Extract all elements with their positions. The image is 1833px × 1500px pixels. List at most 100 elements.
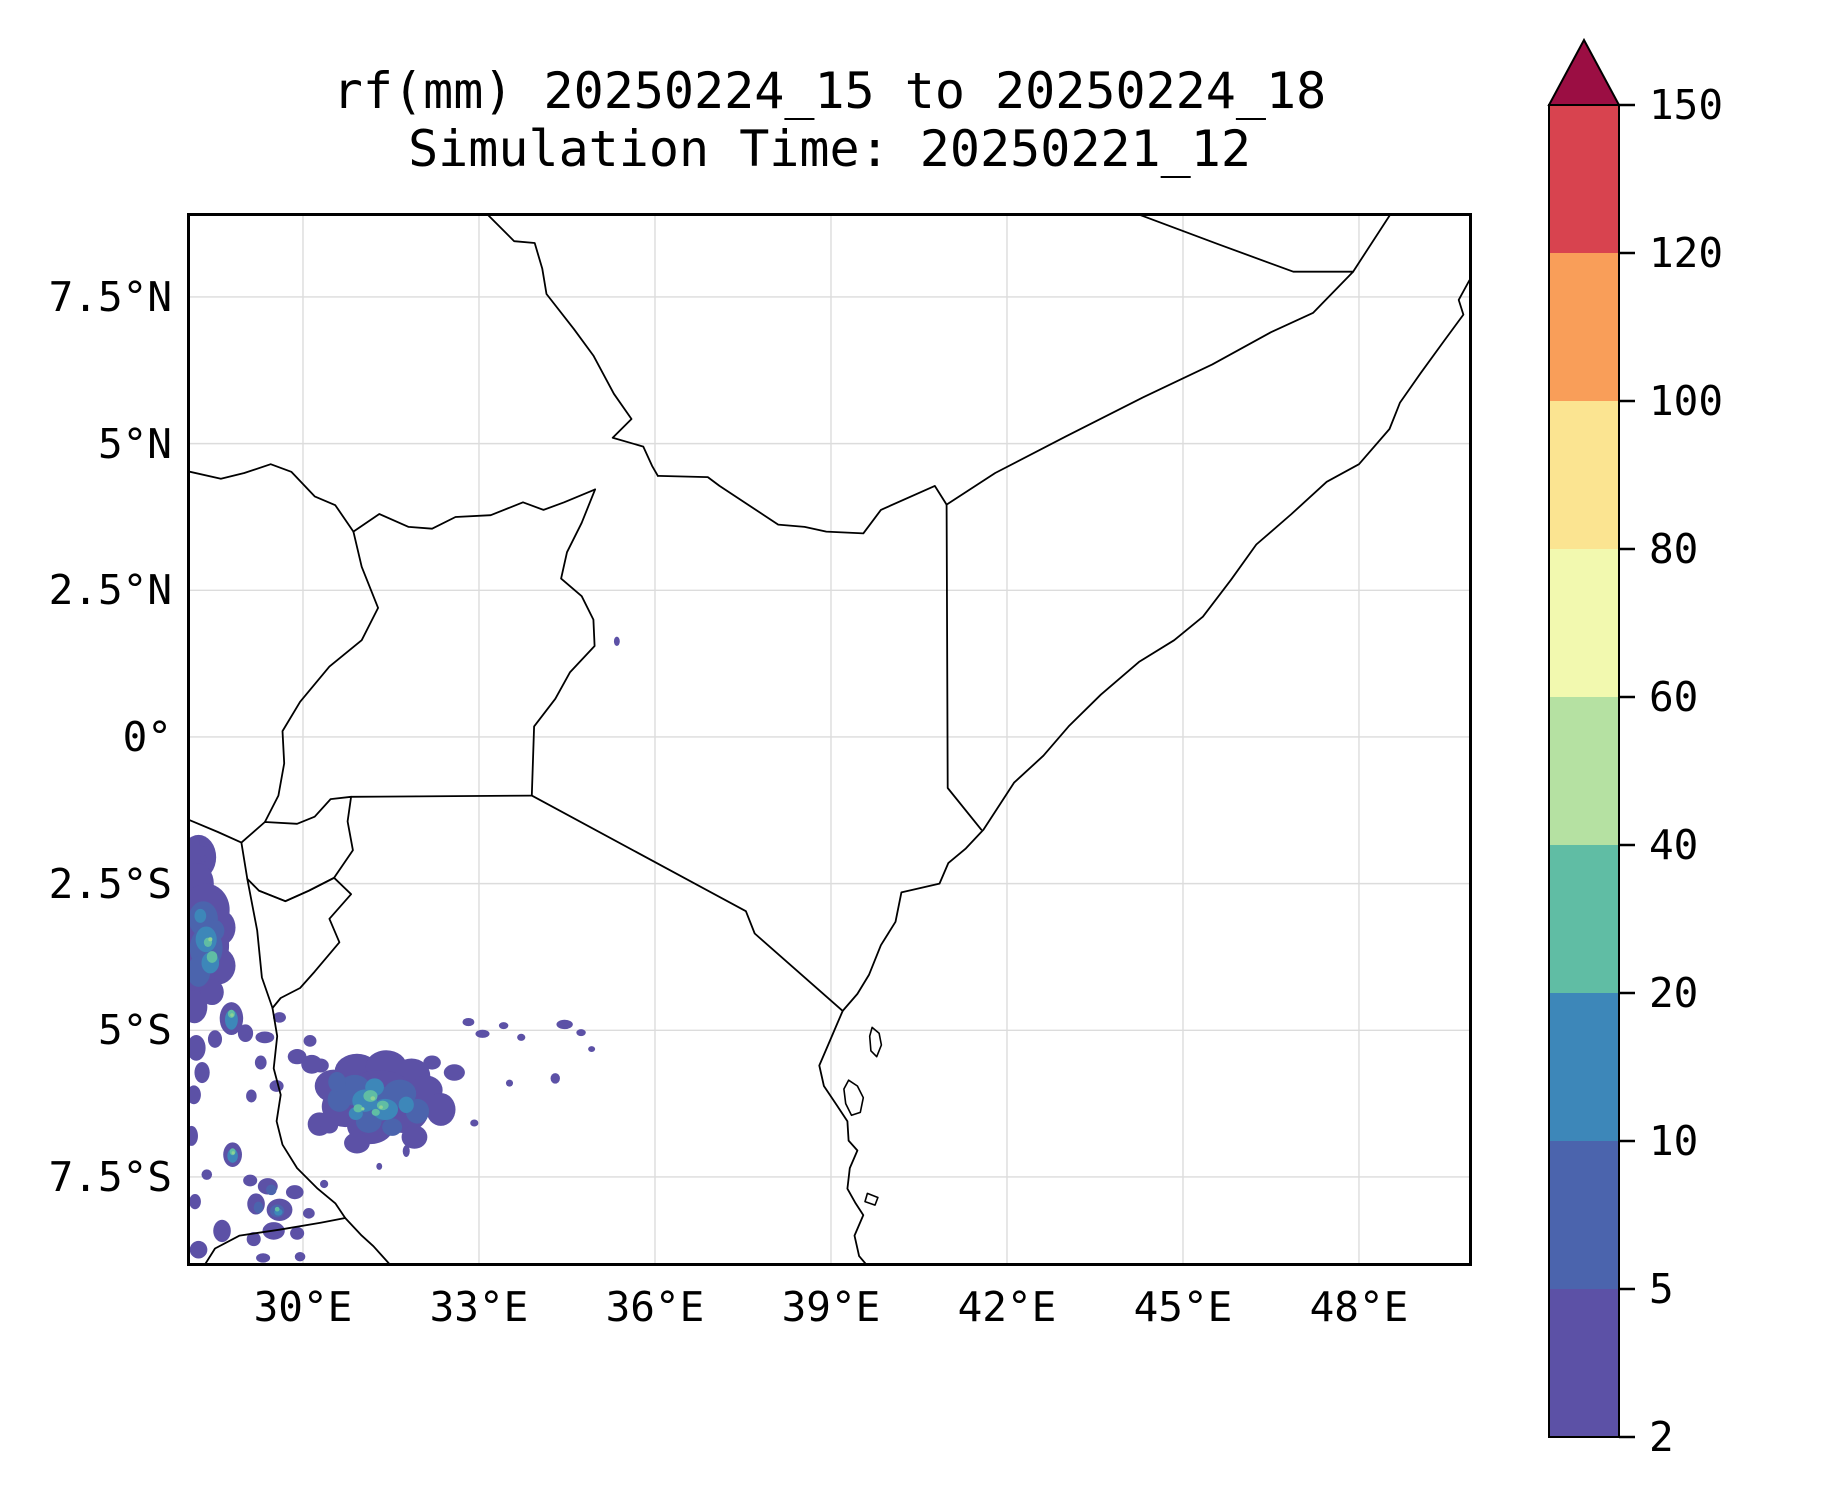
- rain-cell-2-5mm: [443, 1064, 465, 1081]
- rain-cell-2-5mm: [190, 1034, 206, 1061]
- map-panel: [187, 213, 1472, 1266]
- x-axis-tick-label: 39°E: [781, 1283, 881, 1331]
- rain-cell-2-5mm: [256, 1253, 271, 1263]
- rain-cell-2-5mm: [294, 1252, 306, 1262]
- plot-title-line1: rf(mm) 20250224_15 to 20250224_18: [332, 62, 1327, 120]
- colorbar-segment: [1549, 1289, 1619, 1437]
- rain-cell-2-5mm: [550, 1073, 560, 1084]
- colorbar-segment: [1549, 993, 1619, 1141]
- rain-cell-2-5mm: [285, 1185, 304, 1200]
- border-uganda-kenya: [530, 488, 596, 797]
- border-tanzania-zambia: [204, 1217, 347, 1263]
- rain-cell-2-5mm: [344, 1132, 370, 1154]
- colorbar-tick-label: 5: [1649, 1265, 1674, 1313]
- rain-cell-40-60mm: [208, 937, 213, 942]
- border-kenya-tanzania: [530, 794, 844, 1012]
- colorbar-tick-label: 80: [1649, 525, 1699, 573]
- colorbar-segment: [1549, 549, 1619, 697]
- colorbar: [1547, 37, 1635, 1439]
- rain-cell-2-5mm: [588, 1046, 596, 1052]
- colorbar-tick-label: 20: [1649, 969, 1699, 1017]
- colorbar-tick-label: 120: [1649, 229, 1724, 277]
- rain-cell-2-5mm: [290, 1226, 305, 1240]
- rain-cell-2-5mm: [207, 1030, 223, 1048]
- plot-title: rf(mm) 20250224_15 to 20250224_18 Simula…: [187, 62, 1472, 178]
- rain-cell-2-5mm: [517, 1033, 526, 1041]
- rain-cell-2-5mm: [246, 1232, 261, 1247]
- border-rwanda: [240, 795, 354, 903]
- rain-cell-40-60mm: [361, 1107, 365, 1111]
- rain-cell-2-5mm: [273, 1012, 286, 1023]
- rain-cell-2-5mm: [246, 1089, 257, 1103]
- rain-cell-2-5mm: [475, 1029, 490, 1038]
- rain-cell-2-5mm: [505, 1079, 514, 1087]
- rain-cell-5-10mm: [327, 1087, 352, 1112]
- rain-cell-2-5mm: [470, 1119, 479, 1127]
- rain-cell-2-5mm: [255, 1031, 275, 1044]
- rain-cell-10-20mm: [398, 1096, 414, 1114]
- border-drc-south-sudan: [190, 463, 355, 533]
- coastline: [818, 279, 1469, 1263]
- y-axis-tick-label: 7.5°S: [48, 1152, 172, 1201]
- rain-cell-2-5mm: [576, 1029, 586, 1037]
- rain-cell-10-20mm: [194, 908, 207, 923]
- island-pemba: [868, 1026, 883, 1058]
- x-axis-tick-label: 36°E: [605, 1283, 705, 1331]
- rain-cell-40-60mm: [379, 1105, 383, 1109]
- rain-cell-2-5mm: [302, 1208, 315, 1219]
- rain-cell-2-5mm: [199, 838, 210, 847]
- rain-cell-40-60mm: [231, 1151, 235, 1155]
- rain-cell-5-10mm: [253, 1201, 264, 1214]
- rain-cell-20-40mm: [371, 1108, 380, 1116]
- rain-cell-2-5mm: [423, 1055, 441, 1070]
- rain-cell-2-5mm: [190, 1125, 198, 1146]
- rain-cell-5-10mm: [266, 1184, 277, 1196]
- colorbar-segment: [1549, 105, 1619, 253]
- rain-cell-2-5mm: [190, 1085, 201, 1105]
- rain-cell-2-5mm: [201, 1169, 213, 1180]
- rain-cell-20-40mm: [206, 951, 218, 963]
- rain-cell-2-5mm: [190, 1240, 208, 1259]
- colorbar-segment: [1549, 401, 1619, 549]
- rain-cell-2-5mm: [200, 979, 224, 1006]
- rain-cell-20-40mm: [363, 1090, 378, 1102]
- rain-cell-2-5mm: [556, 1019, 573, 1030]
- colorbar-tick-label: 150: [1649, 81, 1724, 129]
- rain-cell-2-5mm: [498, 1022, 509, 1030]
- y-axis-tick-label: 0°: [122, 712, 172, 761]
- colorbar-segment: [1549, 1141, 1619, 1289]
- rain-cell-2-5mm: [402, 1145, 410, 1158]
- border-ethiopia-somalia: [945, 216, 1391, 506]
- y-axis-tick-label: 2.5°S: [48, 859, 172, 908]
- colorbar-tick-label: 60: [1649, 673, 1699, 721]
- rain-cell-20-40mm: [274, 1206, 280, 1212]
- rain-cell-40-60mm: [230, 1013, 234, 1017]
- colorbar-segment: [1549, 253, 1619, 401]
- border-burundi: [258, 876, 352, 1009]
- rain-cell-2-5mm: [199, 854, 207, 862]
- colorbar-segment: [1549, 845, 1619, 993]
- y-axis-tick-label: 5°S: [97, 1006, 172, 1055]
- rain-cell-2-5mm: [376, 1162, 383, 1170]
- island-zanzibar: [843, 1079, 865, 1117]
- colorbar-tick-label: 100: [1649, 377, 1724, 425]
- border-ethiopia-kenya: [657, 475, 948, 535]
- x-axis-tick-label: 45°E: [1133, 1283, 1233, 1331]
- rain-cell-40-60mm: [370, 1096, 376, 1101]
- rain-cell-2-5mm: [287, 1049, 307, 1065]
- rain-cell-2-5mm: [401, 1125, 428, 1149]
- border-south-sudan-ethiopia: [487, 216, 659, 477]
- rain-cell-20-40mm: [353, 1104, 363, 1113]
- x-axis-tick-label: 33°E: [429, 1283, 529, 1331]
- rain-cell-2-5mm: [303, 1034, 317, 1047]
- x-axis-tick-label: 42°E: [957, 1283, 1057, 1331]
- rain-cell-2-5mm: [194, 1061, 210, 1084]
- y-axis-tick-label: 2.5°N: [48, 566, 172, 615]
- y-axis-tick-label: 5°N: [97, 419, 172, 468]
- colorbar-over-arrow: [1547, 37, 1621, 106]
- rain-cell-2-5mm: [462, 1017, 475, 1027]
- rain-cell-2-5mm: [426, 1093, 456, 1126]
- colorbar-segment: [1549, 697, 1619, 845]
- rain-cell-5-10mm: [328, 1071, 346, 1092]
